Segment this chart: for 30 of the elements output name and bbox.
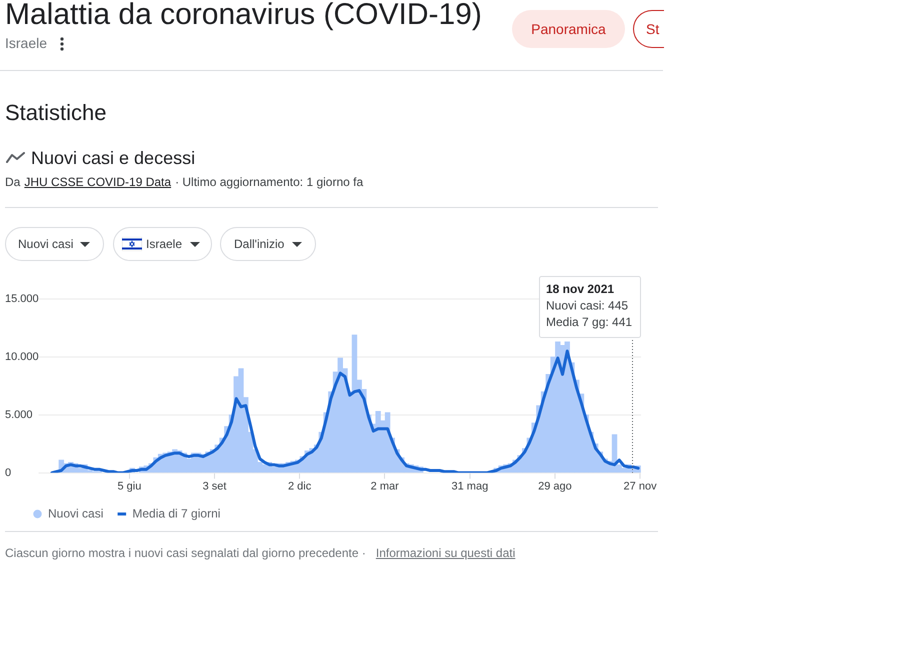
text: Malattia da coronavirus (COVID-19) — [5, 0, 482, 31]
text: · Ultimo aggiornamento: 1 giorno fa — [175, 175, 364, 189]
legend-label: Nuovi casi — [48, 506, 104, 520]
dropdown-chip[interactable]: Dall'inizio — [220, 227, 316, 261]
annotation: Nuovi casi: 445 — [546, 298, 628, 313]
x-tick-label: 29 ago — [538, 480, 572, 492]
legend-label: Media di 7 giorni — [132, 506, 220, 520]
text: Ciascun giorno mostra i nuovi casi segnalati dal giorno precedente · — [5, 546, 366, 560]
x-tick-label: 31 mag — [451, 480, 488, 492]
y-tick-label: 10.000 — [5, 350, 39, 363]
annotation: 18 nov 2021 — [546, 282, 614, 296]
tab-button[interactable]: Panoramica — [512, 10, 625, 48]
dropdown-chip[interactable]: Israele — [113, 227, 212, 261]
text: Informazioni su questi dati — [376, 546, 516, 560]
tab-button[interactable]: St — [633, 10, 664, 48]
text: Da — [5, 175, 20, 189]
y-tick-label: 15.000 — [5, 293, 39, 306]
chart-title: Nuovi casi e decessi — [31, 147, 196, 169]
x-tick-label: 2 mar — [370, 480, 400, 492]
y-tick-label: 5.000 — [5, 408, 33, 421]
x-tick-label: 2 dic — [288, 480, 312, 492]
text: JHU CSSE COVID-19 Data — [24, 175, 172, 189]
annotation: Media 7 gg: 441 — [546, 315, 632, 330]
x-tick-label: 27 nov — [624, 480, 658, 492]
text: Israele — [5, 34, 48, 52]
x-tick-label: 5 giu — [117, 480, 142, 492]
dropdown-chip[interactable]: Nuovi casi — [5, 227, 104, 261]
y-tick-label: 0 — [5, 466, 12, 479]
text: Statistiche — [5, 100, 106, 126]
x-tick-label: 3 set — [202, 480, 226, 492]
